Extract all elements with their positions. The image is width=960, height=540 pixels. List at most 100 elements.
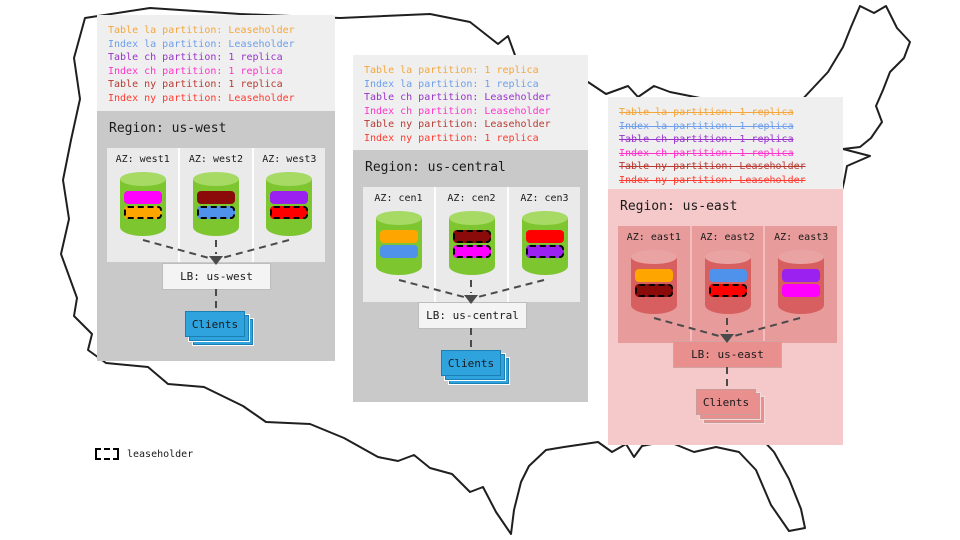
- az-column-east1: AZ: east1: [618, 226, 690, 343]
- partition-bar: [634, 284, 673, 297]
- cylinder-top: [119, 172, 166, 186]
- note-line: Index la partition: 1 replica: [364, 78, 539, 90]
- clients-box: Clients: [185, 311, 245, 337]
- az-label: AZ: east3: [774, 232, 829, 243]
- partition-bars: [778, 267, 824, 299]
- partition-bar: [123, 206, 162, 219]
- note-line: Index ch partition: 1 replica: [108, 65, 283, 77]
- note-line: Table ny partition: 1 replica: [108, 79, 283, 90]
- region-title: Region: us-central: [365, 160, 506, 175]
- cylinder-top: [778, 250, 825, 264]
- az-row: AZ: east1 AZ: east2: [618, 226, 837, 343]
- partition-bar: [452, 245, 491, 258]
- az-column-west1: AZ: west1: [107, 148, 178, 262]
- az-column-cen2: AZ: cen2: [434, 187, 507, 302]
- az-row: AZ: cen1 AZ: cen2: [363, 187, 580, 302]
- cylinder-top: [266, 172, 313, 186]
- note-line: Index ch partition: Leaseholder: [364, 105, 551, 117]
- partition-note-us-east: Table la partition: 1 replica Index la p…: [608, 97, 843, 189]
- region-panel-us-east: Region: us-east AZ: east1 AZ: east2: [608, 189, 843, 445]
- az-label: AZ: east1: [626, 232, 681, 243]
- note-line: Index ny partition: 1 replica: [364, 132, 539, 144]
- partition-bar: [525, 245, 564, 258]
- az-row: AZ: west1 AZ: west2: [107, 148, 325, 262]
- az-label: AZ: cen1: [374, 193, 423, 204]
- database-cylinder: [448, 211, 495, 275]
- note-line: Index ny partition: Leaseholder: [108, 92, 295, 104]
- az-label: AZ: west1: [115, 154, 170, 165]
- partition-bar: [452, 230, 491, 243]
- az-label: AZ: west3: [262, 154, 317, 165]
- clients-stack: Clients: [185, 311, 254, 346]
- partition-bar: [379, 230, 418, 243]
- partition-bar: [708, 284, 747, 297]
- az-column-east3: AZ: east3: [763, 226, 837, 343]
- note-line: Table ch partition: 1 replica: [619, 134, 794, 145]
- clients-stack: Clients: [441, 350, 510, 385]
- note-line: Table ny partition: Leaseholder: [364, 119, 551, 130]
- load-balancer-box: LB: us-east: [673, 341, 782, 368]
- region-title: Region: us-east: [620, 199, 738, 214]
- database-cylinder: [266, 172, 313, 236]
- partition-note-us-west: Table la partition: Leaseholder Index la…: [97, 15, 335, 111]
- region-title: Region: us-west: [109, 121, 227, 136]
- partition-bar: [525, 230, 564, 243]
- database-cylinder: [778, 250, 825, 314]
- cylinder-top: [630, 250, 677, 264]
- database-cylinder: [192, 172, 239, 236]
- note-line: Table ch partition: Leaseholder: [364, 92, 551, 103]
- note-line: Table la partition: 1 replica: [619, 107, 794, 118]
- clients-stack: Clients: [696, 389, 765, 424]
- clients-box: Clients: [696, 389, 756, 415]
- region-panel-us-west: Region: us-west AZ: west1 AZ: west2: [97, 111, 335, 361]
- database-cylinder: [704, 250, 751, 314]
- partition-bars: [266, 189, 312, 221]
- cylinder-top: [704, 250, 751, 264]
- partition-bar: [196, 191, 235, 204]
- az-column-east2: AZ: east2: [689, 226, 764, 343]
- partition-bar: [782, 284, 821, 297]
- az-label: AZ: west2: [188, 154, 244, 165]
- partition-bar: [708, 269, 747, 282]
- database-cylinder: [375, 211, 422, 275]
- note-line: Index la partition: 1 replica: [619, 120, 794, 132]
- clients-box: Clients: [441, 350, 501, 376]
- az-label: AZ: cen2: [447, 193, 496, 204]
- partition-bars: [120, 189, 166, 221]
- cylinder-top: [375, 211, 422, 225]
- az-label: AZ: cen3: [520, 193, 569, 204]
- note-line: Index la partition: Leaseholder: [108, 38, 295, 50]
- partition-bar: [782, 269, 821, 282]
- partition-bar: [270, 206, 309, 219]
- az-column-west3: AZ: west3: [251, 148, 325, 262]
- note-line: Table la partition: 1 replica: [364, 65, 539, 76]
- database-cylinder: [521, 211, 568, 275]
- load-balancer-box: LB: us-central: [418, 302, 527, 329]
- az-column-cen1: AZ: cen1: [363, 187, 434, 302]
- leaseholder-swatch-icon: [95, 448, 119, 460]
- partition-bar: [270, 191, 309, 204]
- region-panel-us-central: Region: us-central AZ: cen1 AZ: cen2: [353, 150, 588, 402]
- database-cylinder: [119, 172, 166, 236]
- partition-note-us-central: Table la partition: 1 replica Index la p…: [353, 55, 588, 150]
- load-balancer-box: LB: us-west: [162, 263, 271, 290]
- cylinder-top: [448, 211, 495, 225]
- az-column-west2: AZ: west2: [178, 148, 251, 262]
- database-cylinder: [630, 250, 677, 314]
- az-column-cen3: AZ: cen3: [507, 187, 580, 302]
- partition-bars: [705, 267, 751, 299]
- partition-bars: [193, 189, 239, 221]
- note-line: Table la partition: Leaseholder: [108, 25, 295, 36]
- note-line: Index ny partition: Leaseholder: [619, 174, 806, 186]
- cylinder-top: [521, 211, 568, 225]
- partition-bars: [449, 228, 495, 260]
- legend-leaseholder: leaseholder: [95, 448, 193, 460]
- cylinder-top: [192, 172, 239, 186]
- note-line: Table ch partition: 1 replica: [108, 52, 283, 63]
- partition-bar: [379, 245, 418, 258]
- legend-label: leaseholder: [127, 448, 194, 460]
- partition-bar: [196, 206, 235, 219]
- partition-bars: [522, 228, 568, 260]
- partition-bar: [123, 191, 162, 204]
